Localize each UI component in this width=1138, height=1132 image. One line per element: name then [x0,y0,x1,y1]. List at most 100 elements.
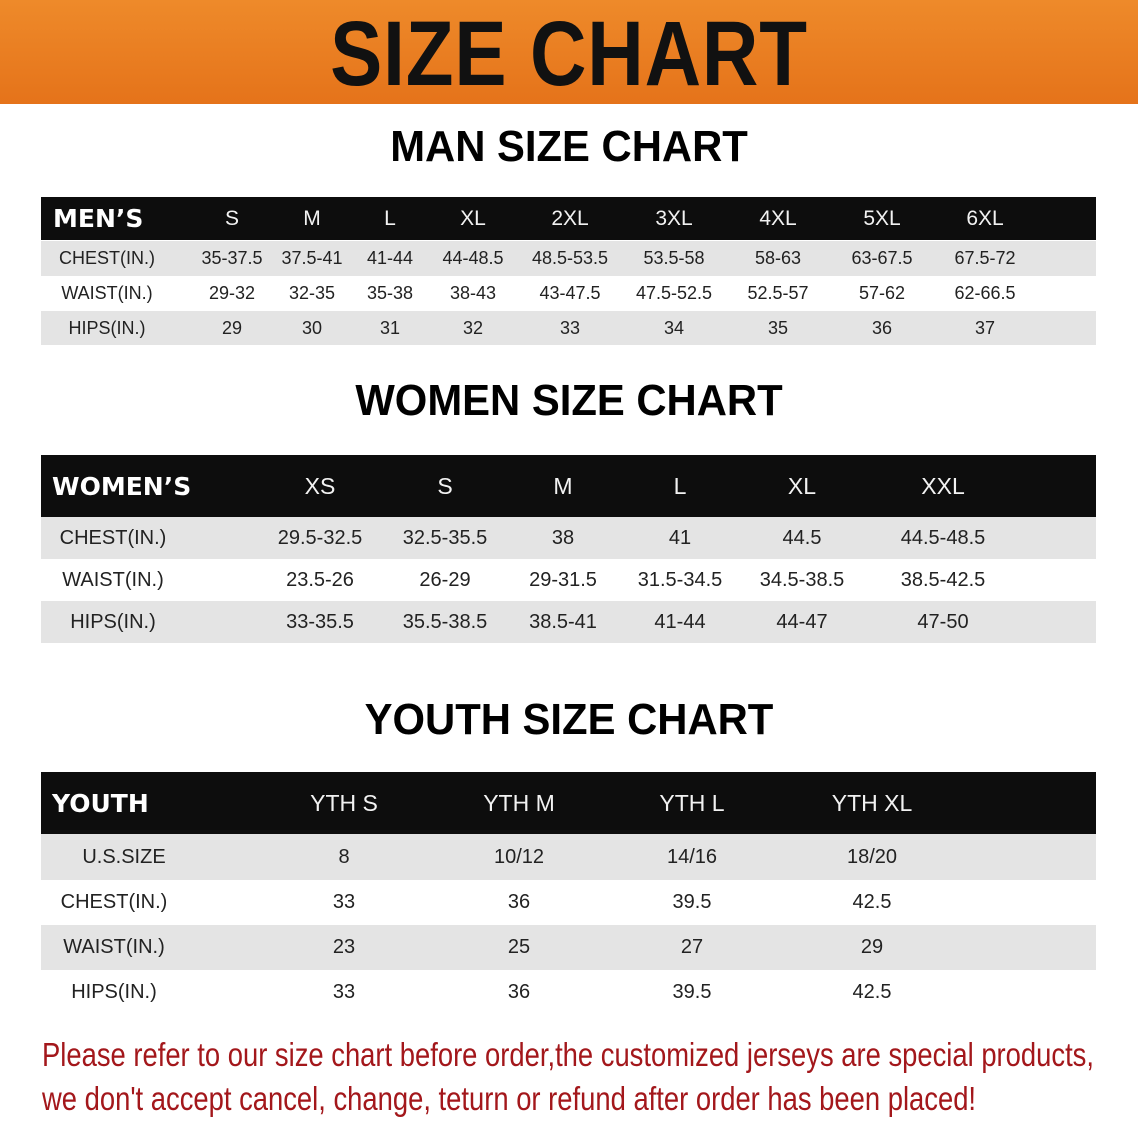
table-cell: 26-29 [419,568,471,591]
size-header-cell: L [673,472,687,499]
table-cell: 31.5-34.5 [637,568,723,591]
size-header-cell: XS [304,472,336,499]
size-header-cell: 3XL [655,206,693,230]
table-cell: 35-37.5 [201,248,263,268]
table-cell: 52.5-57 [747,283,809,303]
table-cell: 37 [974,317,996,338]
measurement-label: HIPS(IN.) [68,317,146,338]
table-title-cell: YOUTH [52,788,149,818]
table-row: WAIST(IN.) 23.5-26 26-29 29-31.5 31.5-34.5 34… [41,559,1096,601]
table-cell: 29-31.5 [529,568,597,591]
measurement-label: CHEST(IN.) [59,526,167,549]
measurement-label: CHEST(IN.) [60,891,168,913]
table-cell: 44.5 [782,526,822,549]
table-cell: 41-44 [366,248,414,268]
table-cell: 29.5-32.5 [277,526,363,549]
table-cell: 41 [668,526,692,549]
size-header-cell: 4XL [759,206,797,230]
men-section-title: MAN SIZE CHART [390,122,748,171]
size-header-cell: 2XL [551,206,589,230]
table-cell: 34.5-38.5 [759,568,845,591]
table-cell: 42.5 [852,891,892,913]
measurement-label: HIPS(IN.) [71,981,157,1003]
table-row: WAIST(IN.) 23 25 27 29 [41,925,1096,970]
table-cell: 62-66.5 [954,283,1016,303]
table-header-row: WOMEN’S XS S M L XL XXL [41,455,1096,517]
table-cell: 31 [379,317,401,338]
table-cell: 38.5-42.5 [900,568,986,591]
table-cell: 32.5-35.5 [402,526,488,549]
table-cell: 14/16 [666,845,718,868]
table-row: CHEST(IN.) 29.5-32.5 32.5-35.5 38 41 44.5 44.5… [41,517,1096,559]
youth-section-title: YOUTH SIZE CHART [364,695,774,744]
size-header-cell: XL [787,472,817,499]
table-cell: 33 [332,891,356,913]
table-row: WAIST(IN.) 29-32 32-35 35-38 38-43 43-47.5 47.… [41,276,1096,311]
size-header-cell: XXL [921,472,965,499]
table-cell: 35 [767,317,789,338]
notice-line-2: we don't accept cancel, change, teturn o… [42,1080,977,1117]
table-cell: 30 [301,317,323,338]
table-cell: 37.5-41 [281,248,343,268]
table-cell: 18/20 [846,845,898,868]
size-header-cell: M [553,472,573,499]
table-cell: 67.5-72 [954,248,1016,268]
table-cell: 44-48.5 [442,248,504,268]
table-row: HIPS(IN.) 29 30 31 32 33 34 35 36 37 [41,311,1096,345]
table-cell: 33-35.5 [286,610,354,633]
table-cell: 57-62 [858,283,906,303]
table-cell: 38 [551,526,575,549]
size-header-cell: S [224,206,240,230]
table-cell: 25 [507,936,531,958]
table-cell: 33 [332,981,356,1003]
table-cell: 39.5 [672,891,712,913]
table-row: U.S.SIZE 8 10/12 14/16 18/20 [41,834,1096,880]
size-header-cell: YTH L [659,789,725,816]
table-cell: 29-32 [208,283,256,303]
measurement-label: WAIST(IN.) [63,936,165,958]
table-cell: 29 [221,317,243,338]
size-header-cell: YTH S [310,789,378,816]
table-cell: 34 [663,317,685,338]
women-section-title: WOMEN SIZE CHART [355,376,783,425]
table-cell: 39.5 [672,981,712,1003]
measurement-label: CHEST(IN.) [59,248,155,268]
table-cell: 53.5-58 [643,248,705,268]
table-cell: 48.5-53.5 [531,248,609,268]
table-cell: 32-35 [288,283,336,303]
table-header-row: MEN’S S M L XL 2XL 3XL 4XL 5XL 6XL [41,197,1096,240]
table-cell: 23.5-26 [286,568,354,591]
measurement-label: WAIST(IN.) [62,568,164,591]
table-cell: 44-47 [776,610,828,633]
table-cell: 58-63 [754,248,802,268]
table-row: HIPS(IN.) 33 36 39.5 42.5 [41,970,1096,1015]
table-cell: 8 [338,845,350,868]
table-cell: 63-67.5 [851,248,913,268]
table-cell: 38-43 [449,283,497,303]
table-cell: 36 [507,981,531,1003]
table-title-cell: MEN’S [53,204,144,233]
banner-title: SIZE CHART [330,3,808,105]
table-cell: 47-50 [917,610,969,633]
table-cell: 41-44 [654,610,706,633]
table-title-cell: WOMEN’S [52,471,192,501]
table-cell: 32 [462,317,484,338]
table-cell: 44.5-48.5 [900,526,986,549]
size-header-cell: XL [460,206,486,230]
table-cell: 35-38 [366,283,414,303]
notice-line-1: Please refer to our size chart before or… [42,1036,1094,1073]
table-cell: 36 [507,891,531,913]
table-cell: 27 [680,936,704,958]
table-cell: 23 [332,936,356,958]
table-cell: 10/12 [493,845,545,868]
table-header-row: YOUTH YTH S YTH M YTH L YTH XL [41,772,1096,834]
table-cell: 36 [871,317,893,338]
table-row: CHEST(IN.) 33 36 39.5 42.5 [41,880,1096,925]
size-header-cell: M [303,206,321,230]
measurement-label: WAIST(IN.) [61,283,153,303]
table-cell: 38.5-41 [529,610,597,633]
table-cell: 29 [860,936,884,958]
measurement-label: U.S.SIZE [82,845,166,868]
table-row: HIPS(IN.) 33-35.5 35.5-38.5 38.5-41 41-44 44-… [41,601,1096,643]
measurement-label: HIPS(IN.) [70,610,156,633]
